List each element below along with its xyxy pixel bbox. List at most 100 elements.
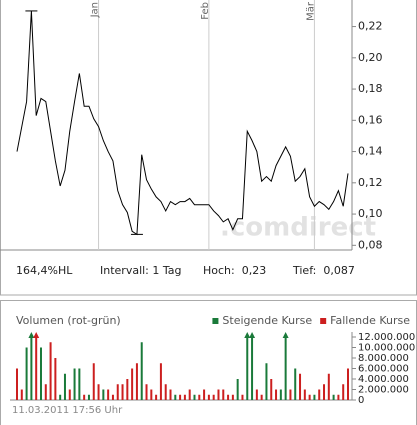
volume-bar [49,342,52,400]
volume-bar [342,384,345,400]
volume-bar [183,394,186,400]
volume-bar [35,337,38,400]
volume-bar [246,337,249,400]
volume-bar [107,389,110,400]
volume-bar [150,389,153,400]
volume-bar [217,389,220,400]
volume-bar [313,394,316,400]
volume-bar [87,394,90,400]
volume-bar [92,363,95,400]
volume-bar [116,384,119,400]
volume-bar [327,373,330,400]
volume-bar [255,389,258,400]
volume-bar [39,347,42,400]
y-tick-label: 0,20 [358,51,383,64]
volume-bar [135,363,138,400]
volume-bar [231,394,234,400]
overflow-arrow [249,332,256,338]
volume-bar [227,394,230,400]
volume-bar [169,389,172,400]
volume-bar [265,363,268,400]
volume-bar [78,368,81,400]
volume-bar [337,394,340,400]
y-tick-label: 2.000.000 [358,385,409,396]
y-tick-label: 0 [358,395,364,406]
volume-bar [97,384,100,400]
y-tick-label: 0,12 [358,176,383,189]
y-tick-label: 10.000.000 [358,343,415,354]
volume-bar [54,358,57,400]
y-tick-label: 0,10 [358,207,383,220]
stat: Hoch: 0,23 [203,264,266,277]
legend-label: Fallende Kurse [330,314,410,327]
volume-bar [83,394,86,400]
timestamp: 11.03.2011 17:56 Uhr [12,405,123,416]
volume-bar [131,368,134,400]
y-tick-label: 4.000.000 [358,374,409,385]
y-tick-label: 6.000.000 [358,364,409,375]
volume-bar [126,379,129,400]
volume-bar [332,394,335,400]
volume-title: Volumen (rot-grün) [16,314,121,327]
legend-swatch [212,318,219,324]
y-tick-label: 0,08 [358,238,383,251]
stat: Tief: 0,087 [292,264,355,277]
stat: Intervall: 1 Tag [100,264,182,277]
volume-bar [30,337,33,400]
volume-bar [207,394,210,400]
volume-bar [203,389,206,400]
volume-bar [68,389,71,400]
volume-bar [303,389,306,400]
legend-swatch [320,318,327,324]
volume-bar [284,337,287,400]
volume-bar [121,384,124,400]
x-tick-label: Feb [200,2,211,20]
overflow-arrow [282,332,289,338]
volume-bar [179,394,182,400]
volume-bar [318,389,321,400]
volume-bar [188,389,191,400]
volume-bar [323,384,326,400]
y-tick-label: 0,16 [358,113,383,126]
volume-bar [155,394,158,400]
volume-bar [174,394,177,400]
volume-bar [20,389,23,400]
volume-bar [73,368,76,400]
volume-bar [251,337,254,400]
volume-bar [16,368,18,400]
y-tick-label: 0,14 [358,145,383,158]
volume-bar [241,394,244,400]
volume-bar [270,379,273,400]
volume-bar [289,389,292,400]
volume-bar [294,368,297,400]
x-tick-label: Mär [305,1,316,21]
y-tick-label: 12.000.000 [358,332,415,343]
volume-bar [59,394,62,400]
y-tick-label: 0,18 [358,82,383,95]
volume-bar [279,389,282,400]
volume-bar [198,394,201,400]
volume-bar [159,363,162,400]
volume-bar [212,394,215,400]
volume-bar [308,394,311,400]
volume-bar [236,379,239,400]
stat: 164,4%HL [16,264,73,277]
volume-bar [140,342,143,400]
price-line [16,10,349,236]
y-tick-label: 0,22 [358,20,383,33]
volume-bar [164,384,167,400]
volume-bar [44,384,47,400]
volume-bar [25,347,28,400]
overflow-arrow [33,332,40,338]
volume-bar [102,389,105,400]
x-tick-label: Jan [90,2,101,18]
volume-bar [63,373,66,400]
volume-bar [275,389,278,400]
overflow-arrow [244,332,251,338]
volume-bar [299,373,302,400]
legend-label: Steigende Kurse [222,314,312,327]
watermark: .comdirect [220,213,376,243]
volume-bar [145,384,148,400]
volume-bar [111,394,114,400]
